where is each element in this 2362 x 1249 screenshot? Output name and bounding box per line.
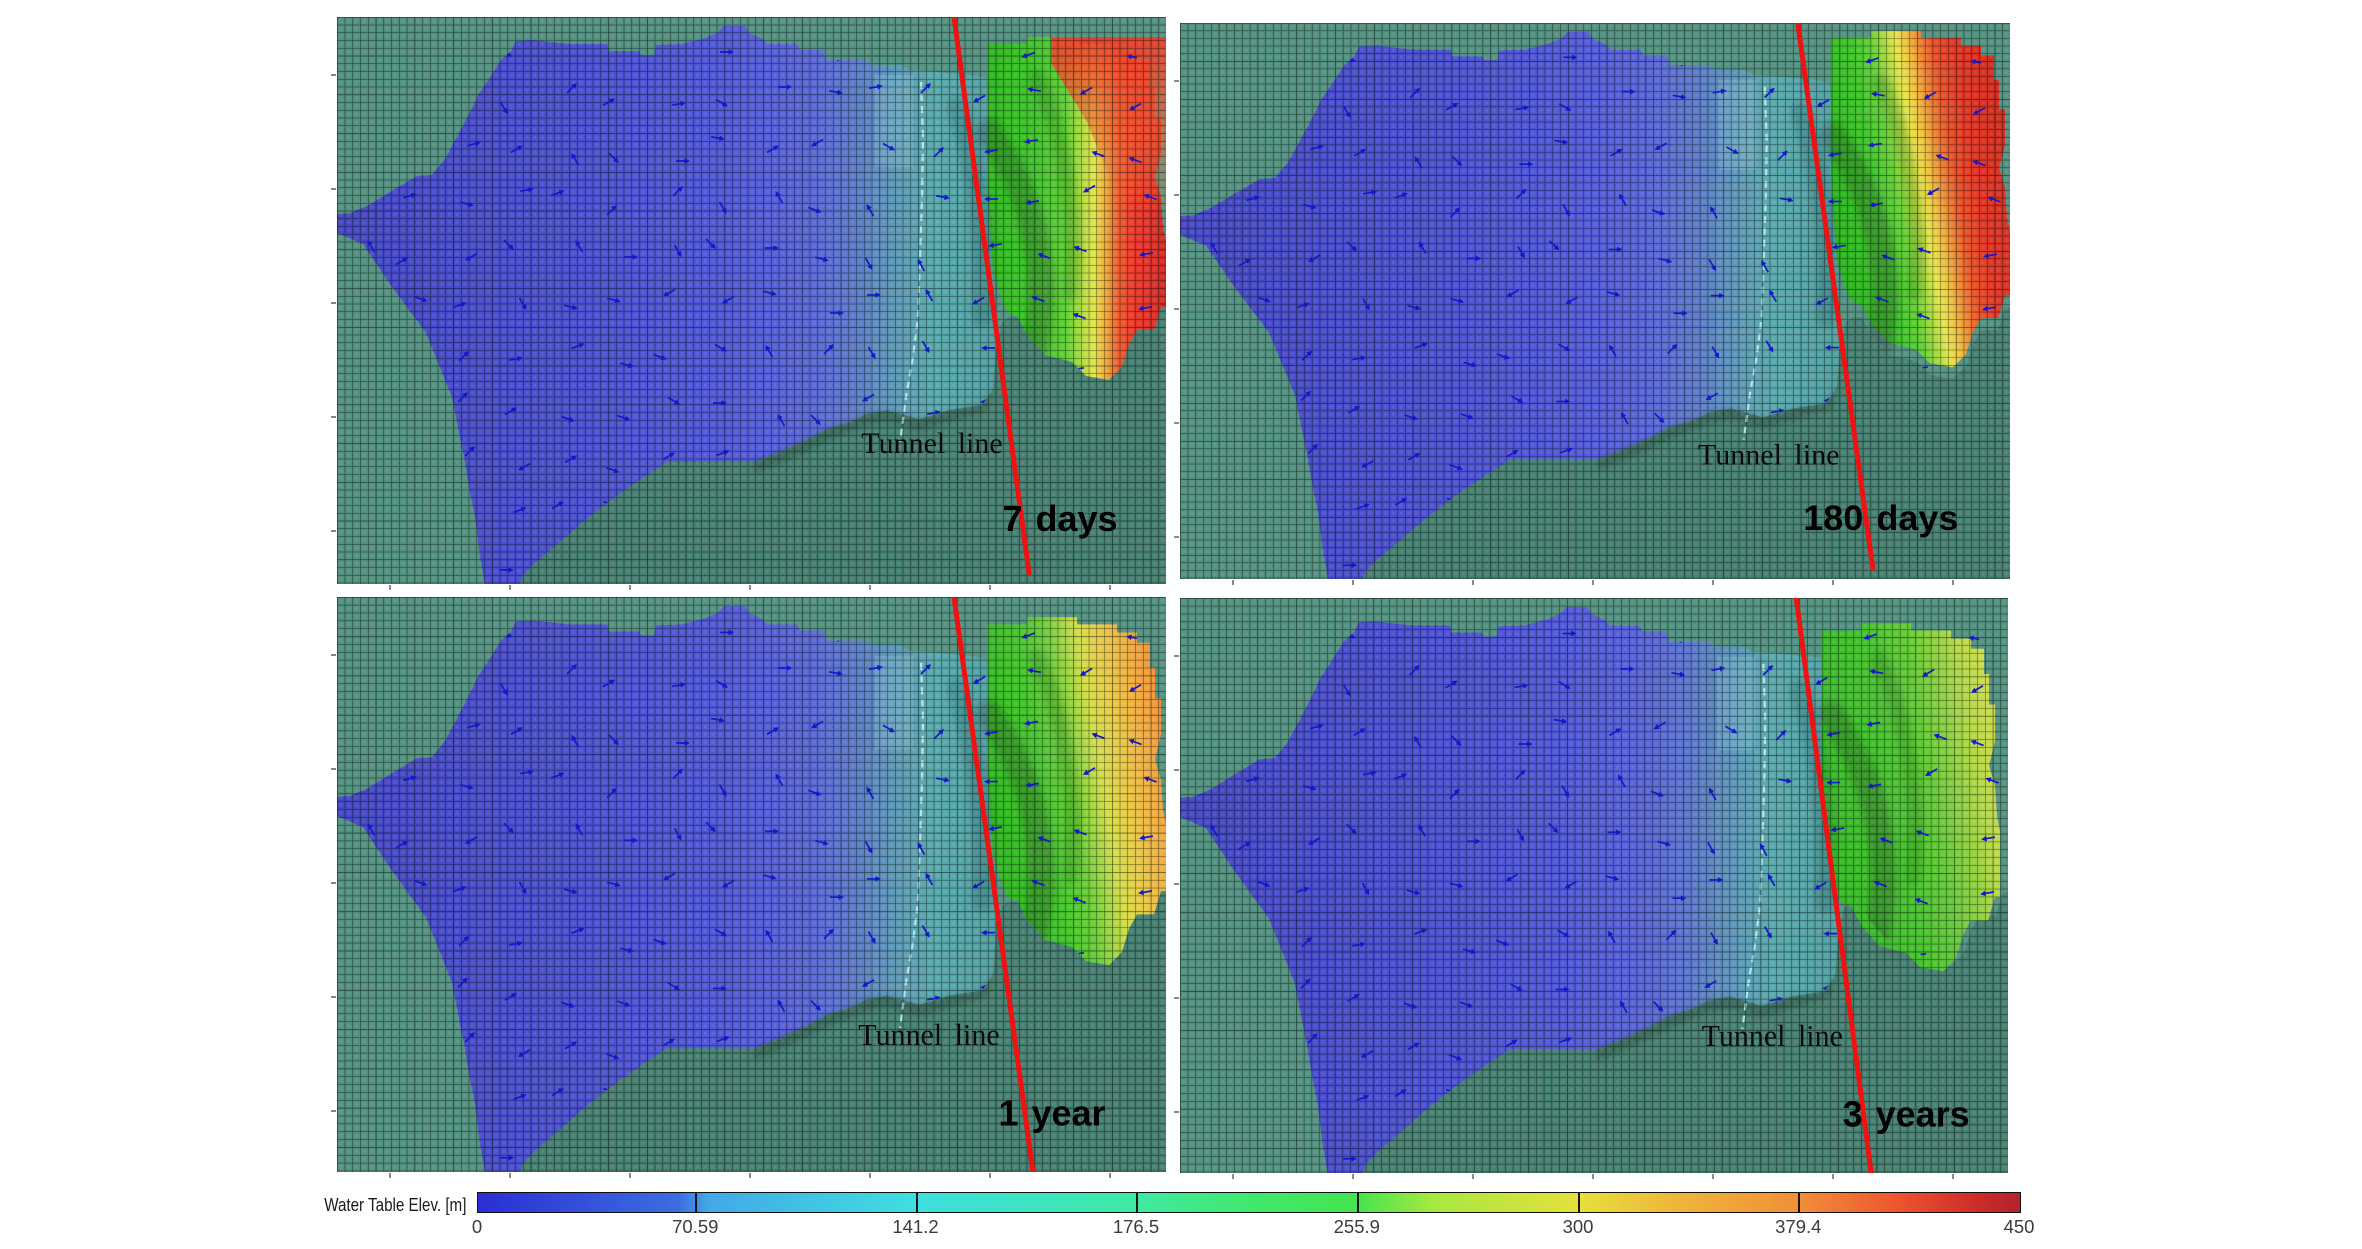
svg-text:Tunnel line: Tunnel line: [1702, 1019, 1843, 1053]
svg-text:7 days: 7 days: [1002, 498, 1117, 539]
svg-text:Tunnel line: Tunnel line: [1698, 440, 1840, 472]
svg-text:Tunnel line: Tunnel line: [861, 427, 1002, 460]
svg-text:180 days: 180 days: [1803, 498, 1958, 538]
svg-text:3 years: 3 years: [1843, 1093, 1970, 1134]
svg-text:Tunnel line: Tunnel line: [858, 1018, 999, 1052]
svg-text:1 year: 1 year: [998, 1092, 1105, 1133]
